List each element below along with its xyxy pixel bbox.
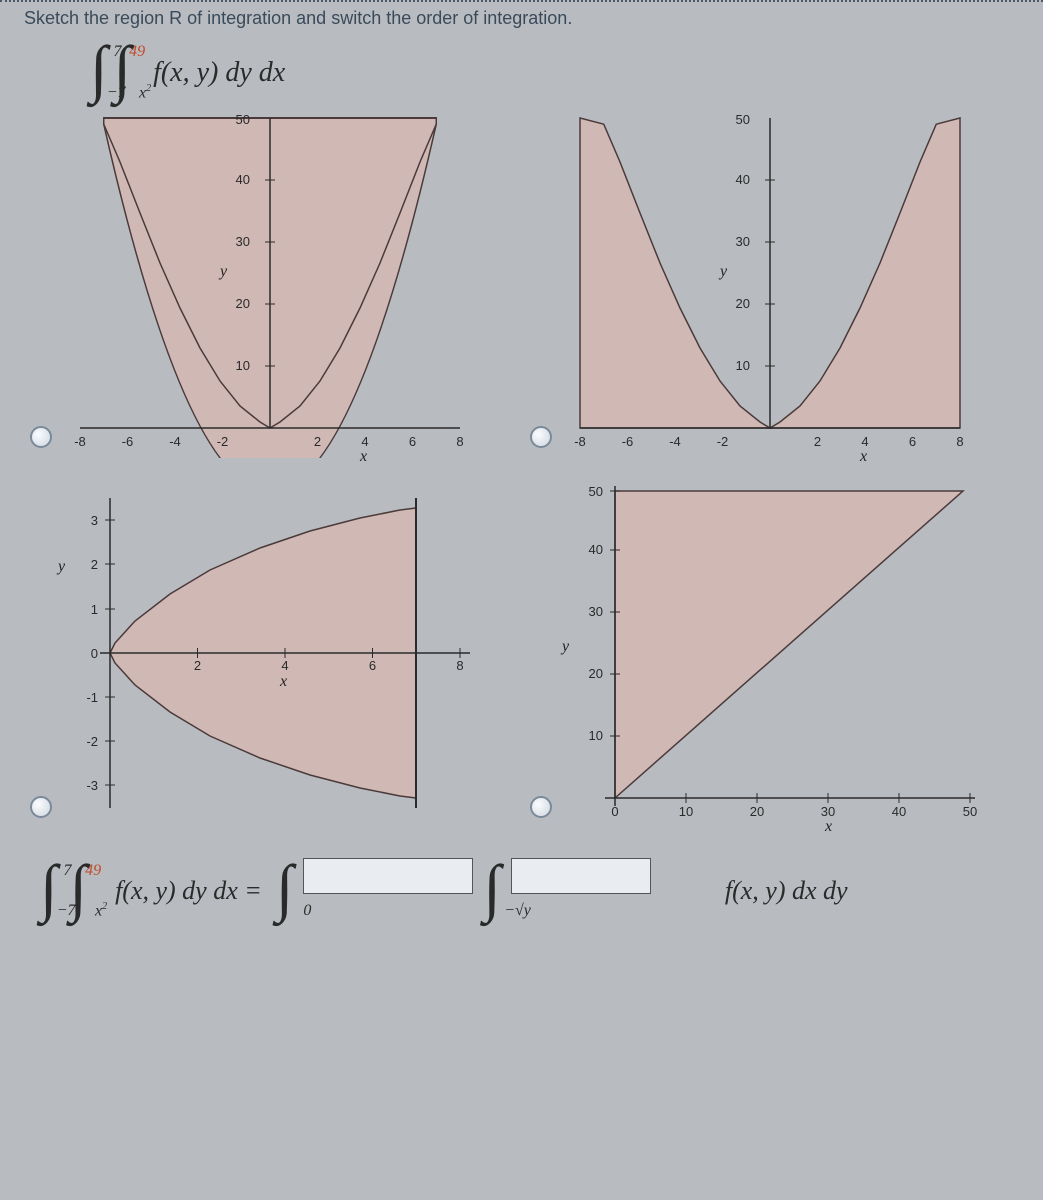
svg-text:50: 50 [589, 484, 603, 499]
svg-text:4: 4 [861, 434, 868, 449]
result-outer-low: 0 [303, 902, 311, 920]
svg-text:20: 20 [236, 296, 250, 311]
rhs-integrand: f(x, y) dx dy [725, 876, 848, 906]
integrand: f(x, y) dy dx [153, 57, 285, 89]
svg-text:0: 0 [91, 646, 98, 661]
svg-text:40: 40 [589, 542, 603, 557]
svg-text:10: 10 [679, 804, 693, 819]
svg-text:-2: -2 [717, 434, 729, 449]
option-4[interactable]: 10 20 30 40 50 0 10 20 30 40 50 y x [520, 478, 980, 828]
svg-text:20: 20 [750, 804, 764, 819]
question-prompt: Sketch the region R of integration and s… [0, 0, 1043, 29]
svg-text:30: 30 [736, 234, 750, 249]
result-inner-low: −√y [504, 902, 531, 920]
svg-text:2: 2 [314, 434, 321, 449]
radio-icon[interactable] [30, 796, 52, 818]
answer-input-2[interactable] [511, 858, 651, 894]
answer-input-1[interactable] [303, 858, 473, 894]
svg-text:-1: -1 [86, 690, 98, 705]
svg-text:50: 50 [963, 804, 977, 819]
radio-icon[interactable] [30, 426, 52, 448]
svg-text:-4: -4 [669, 434, 681, 449]
svg-text:50: 50 [236, 112, 250, 127]
option-3[interactable]: 3 2 1 0 -1 -2 -3 2 4 6 8 y x [20, 478, 480, 828]
svg-text:10: 10 [736, 358, 750, 373]
svg-text:-2: -2 [217, 434, 229, 449]
svg-text:8: 8 [456, 658, 463, 673]
svg-text:4: 4 [361, 434, 368, 449]
svg-text:-2: -2 [86, 734, 98, 749]
xlabel: x [360, 448, 367, 466]
option-1[interactable]: 10 20 30 40 50 -8 -6 -4 -2 2 4 6 8 y [20, 108, 480, 458]
answer-equation: ∫ 7 −7 ∫ 49 x2 f(x, y) dy dx = ∫ 0 ∫ −√y… [40, 858, 1043, 924]
svg-text:3: 3 [91, 513, 98, 528]
plot-triangle: 10 20 30 40 50 0 10 20 30 40 50 y x [560, 478, 980, 828]
svg-text:40: 40 [236, 172, 250, 187]
svg-text:-3: -3 [86, 778, 98, 793]
svg-text:1: 1 [91, 602, 98, 617]
svg-text:6: 6 [409, 434, 416, 449]
svg-text:40: 40 [892, 804, 906, 819]
svg-text:10: 10 [236, 358, 250, 373]
svg-text:-6: -6 [622, 434, 634, 449]
svg-text:4: 4 [281, 658, 288, 673]
svg-text:6: 6 [369, 658, 376, 673]
lhs-integrand: f(x, y) dy dx = [115, 876, 262, 906]
svg-text:20: 20 [736, 296, 750, 311]
inner-lower: x2 [139, 83, 151, 102]
given-integral: ∫ 7 −7 ∫ 49 x2 f(x, y) dy dx [90, 47, 1043, 98]
svg-text:30: 30 [821, 804, 835, 819]
svg-text:40: 40 [736, 172, 750, 187]
chart-grid: 10 20 30 40 50 -8 -6 -4 -2 2 4 6 8 y [0, 108, 1043, 828]
svg-text:30: 30 [589, 604, 603, 619]
svg-text:6: 6 [909, 434, 916, 449]
svg-text:2: 2 [91, 557, 98, 572]
svg-text:-8: -8 [574, 434, 586, 449]
svg-text:0: 0 [611, 804, 618, 819]
radio-icon[interactable] [530, 796, 552, 818]
plot-sideways-parabola: 3 2 1 0 -1 -2 -3 2 4 6 8 y x [60, 478, 480, 828]
svg-text:8: 8 [456, 434, 463, 449]
svg-text:30: 30 [236, 234, 250, 249]
inner-upper: 49 [129, 43, 145, 61]
radio-icon[interactable] [530, 426, 552, 448]
svg-text:10: 10 [589, 728, 603, 743]
plot-parabola-inside: 10 20 30 40 50 -8 -6 -4 -2 2 4 6 8 y [60, 108, 480, 458]
svg-text:50: 50 [736, 112, 750, 127]
svg-text:2: 2 [814, 434, 821, 449]
ylabel: y [220, 263, 227, 281]
svg-text:2: 2 [194, 658, 201, 673]
svg-text:-6: -6 [122, 434, 134, 449]
option-2[interactable]: 10 20 30 40 50 -8 -6 -4 -2 2 4 6 8 y [520, 108, 980, 458]
svg-text:-4: -4 [169, 434, 181, 449]
plot-parabola-outside: 10 20 30 40 50 -8 -6 -4 -2 2 4 6 8 y [560, 108, 980, 458]
svg-text:-8: -8 [74, 434, 86, 449]
svg-text:20: 20 [589, 666, 603, 681]
svg-text:8: 8 [956, 434, 963, 449]
